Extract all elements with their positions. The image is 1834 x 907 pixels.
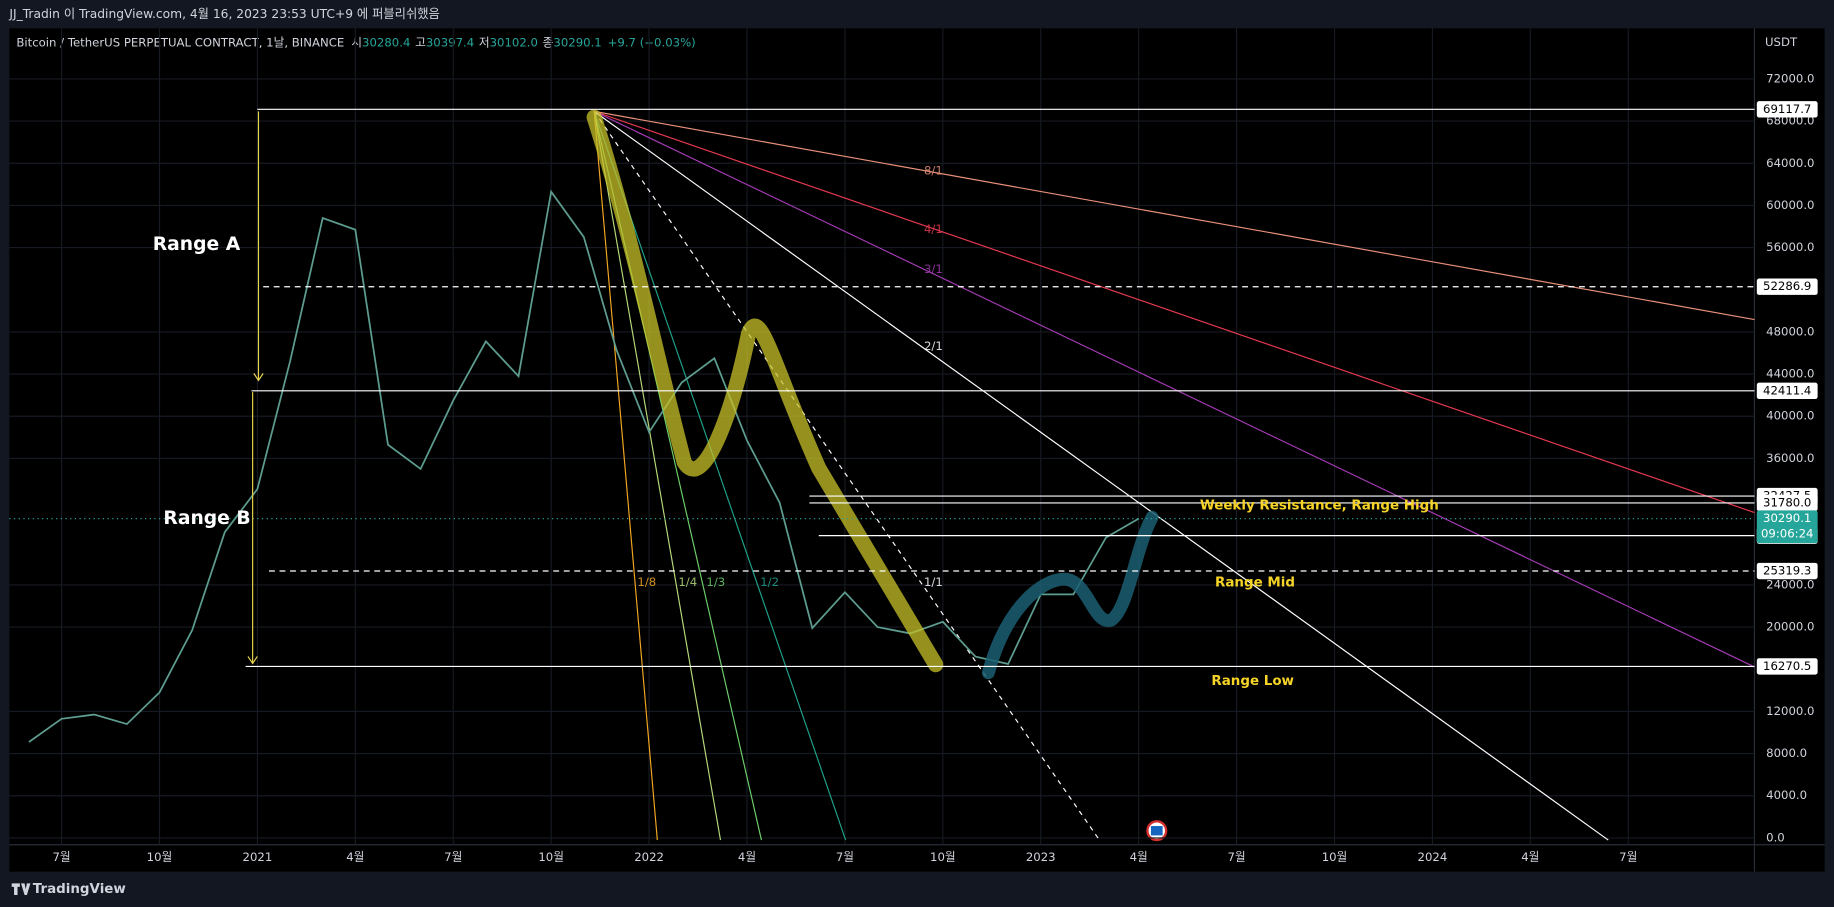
x-tick-label: 4월 [1521, 850, 1539, 864]
level-label: 25319.3 [1763, 564, 1811, 578]
y-tick-label: 72000.0 [1766, 71, 1814, 85]
flag-icon [1146, 820, 1168, 842]
fan-line [593, 111, 1100, 841]
y-tick-label: 44000.0 [1766, 367, 1814, 381]
arrow-head [253, 373, 264, 382]
x-tick-label: 10월 [1322, 850, 1348, 864]
fan-label: 8/1 [924, 164, 943, 178]
annotation: Range Mid [1215, 576, 1295, 591]
x-tick-label: 7월 [52, 850, 70, 864]
fan-line [593, 111, 658, 841]
x-tick-label: 10월 [930, 850, 956, 864]
close: 30290.1 [553, 35, 601, 49]
fan-label: 1/4 [678, 575, 697, 589]
x-tick-label: 10월 [147, 850, 173, 864]
highlight-yellow [586, 109, 944, 673]
x-tick-label: 4월 [738, 850, 756, 864]
last-price-box [1756, 510, 1818, 544]
price-line [28, 189, 1140, 743]
fan-label: 1/1 [924, 575, 943, 589]
x-tick-label: 7월 [836, 850, 854, 864]
low-label: 저 [479, 35, 490, 49]
logo [11, 883, 31, 896]
level-label-box [1756, 658, 1818, 675]
level-label-box [1756, 562, 1818, 580]
publisher: JJ_Tradin 이 TradingView.com, 4월 16, 2023… [8, 6, 439, 21]
high-label: 고 [415, 35, 426, 49]
annotation: Range A [153, 234, 241, 255]
level-label: 69117.7 [1763, 102, 1811, 116]
y-tick-label: 40000.0 [1766, 409, 1814, 423]
fan-line [593, 110, 1609, 841]
open: 30280.4 [362, 35, 410, 49]
y-tick-label: 24000.0 [1766, 577, 1814, 591]
y-tick-label: 36000.0 [1766, 451, 1814, 465]
level-label: 52286.9 [1763, 279, 1811, 293]
y-tick-label: 64000.0 [1766, 156, 1814, 170]
low: 30102.0 [490, 35, 538, 49]
annotation: Range B [163, 508, 250, 529]
y-tick-label: 60000.0 [1766, 198, 1814, 212]
x-tick-label: 7월 [444, 850, 462, 864]
level-label: 31780.0 [1763, 495, 1811, 509]
symbol: Bitcoin / TetherUS PERPETUAL CONTRACT, 1… [16, 35, 344, 49]
fan-line [593, 111, 722, 841]
annotation: Weekly Resistance, Range High [1200, 499, 1439, 514]
x-tick-label: 4월 [1130, 850, 1148, 864]
y-tick-label: 4000.0 [1766, 788, 1807, 802]
brand: TradingView [33, 882, 126, 897]
fan-label: 1/2 [760, 575, 779, 589]
x-tick-label: 7월 [1227, 850, 1245, 864]
fan-line [593, 110, 1755, 668]
fan-line [593, 110, 1755, 514]
open-label: 시 [351, 35, 362, 49]
x-tick-label: 2021 [243, 850, 273, 864]
fan-label: 4/1 [924, 222, 943, 236]
y-tick-label: 8000.0 [1766, 746, 1807, 760]
y-tick-label: 48000.0 [1766, 324, 1814, 338]
x-tick-label: 2023 [1026, 850, 1056, 864]
fan-label: 2/1 [924, 339, 943, 353]
countdown: 09:06:24 [1761, 526, 1814, 540]
level-label-box [1756, 278, 1818, 295]
annotation: Range Low [1211, 674, 1294, 689]
x-tick-label: 2024 [1418, 850, 1448, 864]
level-label-box [1756, 382, 1818, 400]
last-price-label: 30290.1 [1763, 511, 1811, 525]
fan-label: 1/8 [637, 575, 656, 589]
x-tick-label: 4월 [346, 850, 364, 864]
currency: USDT [1765, 35, 1798, 49]
chart-pane [9, 28, 1825, 872]
fan-label: 3/1 [924, 262, 943, 276]
fan-label: 1/3 [706, 575, 725, 589]
level-label-box [1756, 101, 1818, 118]
highlight-teal [981, 510, 1159, 680]
high: 30397.4 [426, 35, 474, 49]
y-tick-label: 56000.0 [1766, 240, 1814, 254]
level-label: 42411.4 [1763, 383, 1811, 397]
close-label: 종 [543, 35, 554, 49]
x-tick-label: 7월 [1619, 850, 1637, 864]
level-label: 16270.5 [1763, 659, 1811, 673]
x-tick-label: 2022 [634, 850, 664, 864]
change: +9.7 (+0.03%) [608, 35, 696, 49]
y-tick-label: 0.0 [1766, 830, 1785, 844]
fan-line [593, 111, 847, 841]
y-tick-label: 12000.0 [1766, 704, 1814, 718]
arrow-head [247, 656, 258, 665]
y-tick-label: 20000.0 [1766, 620, 1814, 634]
fan-line [594, 110, 1755, 321]
level-label-box [1756, 494, 1818, 512]
x-tick-label: 10월 [538, 850, 564, 864]
legend: Bitcoin / TetherUS PERPETUAL CONTRACT, 1… [16, 35, 695, 49]
